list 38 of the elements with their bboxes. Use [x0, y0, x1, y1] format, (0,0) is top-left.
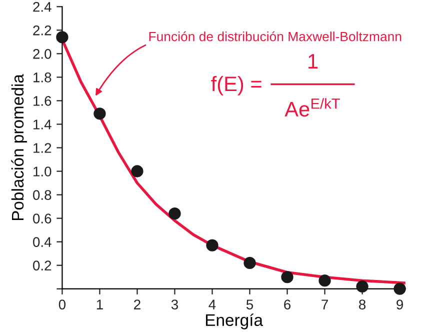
- point: [168, 208, 181, 220]
- point: [394, 282, 406, 295]
- x-tick-label: 8: [359, 300, 366, 310]
- y-tick-label: 1.0: [34, 166, 52, 176]
- y-tick-label: 2.0: [33, 49, 52, 59]
- point: [56, 31, 68, 44]
- x-tick-label: 5: [246, 300, 254, 310]
- point: [281, 271, 294, 284]
- x-tick-label: 6: [284, 300, 291, 310]
- y-tick-label: 2.2: [33, 25, 52, 36]
- point: [94, 108, 106, 120]
- y-tick-label: 2.4: [33, 2, 52, 12]
- x-tick-label: 4: [208, 300, 216, 310]
- y-tick-label: 1.6: [34, 96, 52, 106]
- y-tick-label: 0.2: [33, 260, 52, 270]
- y-tick-label: 1.8: [34, 72, 52, 82]
- x-tick-label: 7: [322, 300, 328, 310]
- x-tick-label: 3: [171, 300, 178, 310]
- annotation: f(E) =: [211, 76, 262, 96]
- point: [131, 165, 144, 178]
- point: [318, 274, 331, 287]
- y-tick-label: 0.6: [33, 214, 52, 224]
- x-tick-label: 2: [134, 300, 140, 310]
- x-axis-title: Energía: [206, 314, 263, 330]
- point: [244, 256, 256, 270]
- y-tick-label: 1.4: [34, 120, 52, 130]
- y-tick-label: 0.8: [33, 190, 52, 200]
- annotation: Ae$^{E/kT}$: [284, 98, 340, 117]
- x-tick-label: 1: [96, 300, 103, 310]
- point: [206, 239, 218, 252]
- x-tick-label: 9: [396, 300, 403, 310]
- y-tick-label: 1.2: [34, 143, 52, 153]
- annotation: 1: [308, 54, 318, 68]
- point: [356, 280, 368, 293]
- y-axis-title: Población promedia: [11, 74, 27, 220]
- x-tick-label: 0: [58, 300, 66, 310]
- annotation: Función de distribución Maxwell-Boltzmann: [149, 31, 402, 42]
- y-tick-label: 0.4: [33, 237, 52, 247]
